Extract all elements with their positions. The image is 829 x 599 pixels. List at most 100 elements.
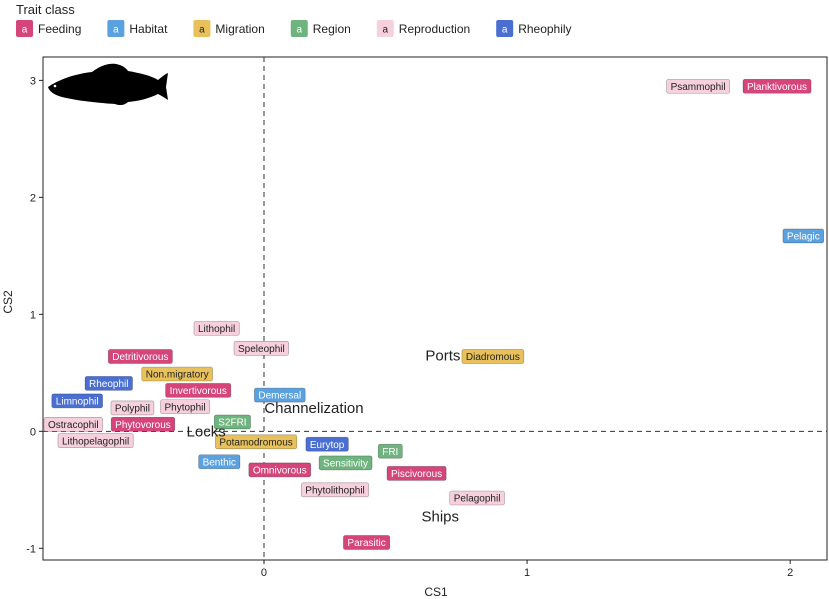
trait-label-speleophil: Speleophil — [233, 340, 290, 356]
trait-label-lithopelagophil: Lithopelagophil — [57, 433, 134, 448]
trait-label-box — [215, 434, 298, 450]
trait-label-box — [742, 78, 812, 94]
legend-label: Feeding — [38, 22, 81, 36]
trait-label-text: Pelagophil — [454, 494, 501, 505]
y-tick-label: 2 — [30, 192, 36, 204]
trait-label-text: Invertivorous — [170, 386, 227, 397]
trait-label-diadromous: Diadromous — [461, 349, 525, 364]
trait-label-box — [107, 349, 173, 364]
trait-label-box — [57, 433, 134, 448]
legend-item-feeding: a Feeding — [16, 20, 81, 37]
trait-label-box — [666, 78, 730, 94]
x-tick-label: 2 — [787, 567, 793, 579]
trait-label-phytovorous: Phytovorous — [110, 417, 176, 432]
trait-label-lithophil: Lithophil — [193, 321, 240, 336]
legend-label: Rheophily — [518, 22, 571, 36]
trait-label-text: FRI — [382, 447, 398, 458]
legend-title: Trait class — [16, 2, 75, 17]
trait-label-detritivorous: Detritivorous — [107, 349, 173, 364]
trait-label-psammophil: Psammophil — [666, 78, 730, 94]
trait-label-demersal: Demersal — [254, 387, 306, 403]
legend-item-region: a Region — [290, 20, 351, 37]
legend-swatch-letter: a — [113, 25, 119, 36]
trait-label-box — [43, 417, 103, 432]
driver-label-channelization: Channelization — [264, 400, 363, 417]
trait-label-non-migratory: Non.migratory — [141, 366, 213, 382]
legend-swatch-letter: a — [383, 25, 389, 36]
trait-label-pelagic: Pelagic — [782, 228, 825, 244]
y-axis-title: CS2 — [1, 290, 15, 314]
trait-label-limnophil: Limnophil — [51, 393, 103, 409]
axes: 0 1 2 -1 0 1 2 3 — [26, 75, 793, 579]
trait-label-text: Lithophil — [198, 324, 235, 335]
trait-label-text: Demersal — [258, 391, 301, 402]
trait-label-text: Parasitic — [347, 538, 385, 549]
trait-label-text: Psammophil — [671, 82, 726, 93]
trait-label-parasitic: Parasitic — [343, 535, 391, 550]
trait-label-text: Polyphil — [115, 404, 150, 415]
legend-label: Habitat — [129, 22, 168, 36]
legend-item-migration: a Migration — [193, 20, 265, 37]
trait-label-potamodromous: Potamodromous — [215, 434, 298, 450]
legend-swatch — [193, 20, 211, 37]
trait-label-phytophil: Phytophil — [160, 399, 210, 415]
trait-label-ostracophil: Ostracophil — [43, 417, 103, 432]
trait-label-box — [165, 383, 232, 398]
trait-label-text: Ostracophil — [48, 420, 99, 431]
y-tick-label: 1 — [30, 309, 36, 321]
trait-label-eurytop: Eurytop — [305, 436, 349, 452]
trait-label-box — [198, 454, 241, 470]
trait-label-sensitivity: Sensitivity — [318, 455, 373, 471]
trait-label-box — [84, 376, 133, 391]
legend-label: Reproduction — [399, 22, 470, 36]
trait-label-text: Omnivorous — [253, 466, 307, 477]
trait-label-box — [110, 400, 155, 416]
trait-label-box — [193, 321, 240, 336]
legend-swatch-letter: a — [22, 25, 28, 36]
trait-label-invertivorous: Invertivorous — [165, 383, 232, 398]
trait-label-polyphil: Polyphil — [110, 400, 155, 416]
driver-label-ships: Ships — [421, 509, 459, 526]
x-tick-label: 1 — [524, 567, 530, 579]
legend-swatch-letter: a — [502, 25, 508, 36]
driver-labels: Ports Channelization Locks Ships — [187, 347, 461, 525]
legend-swatch-letter: a — [296, 25, 302, 36]
y-tick-label: -1 — [26, 543, 36, 555]
trait-label-text: Detritivorous — [112, 352, 168, 363]
trait-label-box — [213, 414, 251, 430]
trait-label-box — [300, 482, 370, 498]
trait-label-text: Phytovorous — [115, 420, 171, 431]
x-axis-title: CS1 — [424, 585, 448, 599]
legend-item-habitat: a Habitat — [107, 20, 168, 37]
trait-label-text: Speleophil — [238, 344, 285, 355]
trait-label-box — [305, 436, 349, 452]
legend-swatch — [376, 20, 394, 37]
trait-label-box — [233, 340, 290, 356]
fish-silhouette-icon — [48, 63, 168, 106]
y-tick-label: 3 — [30, 75, 36, 87]
trait-label-text: Planktivorous — [747, 82, 807, 93]
legend-label: Migration — [215, 22, 264, 36]
trait-label-pelagophil: Pelagophil — [449, 490, 505, 506]
trait-label-box — [160, 399, 210, 415]
trait-label-text: Non.migratory — [146, 370, 209, 381]
trait-label-box — [254, 387, 306, 403]
plot-panel — [42, 56, 828, 561]
trait-label-text: Piscivorous — [391, 469, 442, 480]
trait-label-text: Potamodromous — [219, 437, 292, 448]
legend-swatch — [107, 20, 125, 37]
trait-label-box — [248, 462, 312, 478]
legend-swatch-letter: a — [199, 25, 205, 36]
trait-label-box — [51, 393, 103, 409]
reference-lines — [43, 57, 827, 560]
trait-label-text: S2FRI — [218, 418, 246, 429]
trait-label-box — [377, 443, 403, 459]
y-tick-label: 0 — [30, 426, 36, 438]
driver-label-locks: Locks — [187, 423, 226, 440]
trait-label-text: Limnophil — [56, 397, 99, 408]
legend-swatch — [16, 20, 33, 37]
trait-label-box — [386, 466, 447, 481]
trait-label-box — [782, 228, 825, 244]
trait-label-text: Eurytop — [310, 440, 345, 451]
